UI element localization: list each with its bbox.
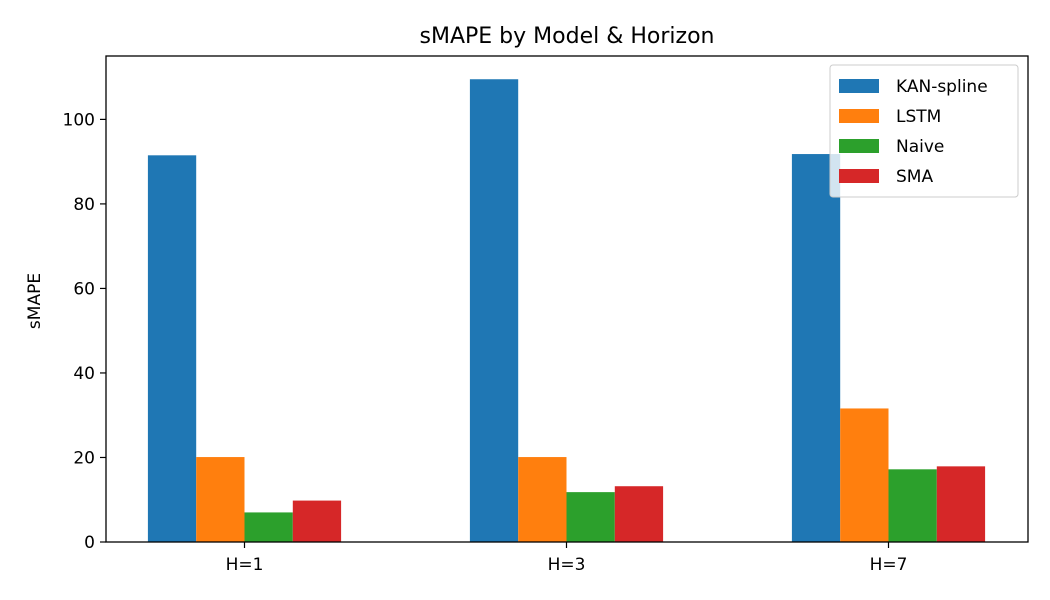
- bar-lstm-h7: [840, 408, 889, 542]
- legend: KAN-spline LSTM Naive SMA: [829, 64, 1019, 198]
- x-tick-label: H=3: [548, 555, 586, 575]
- y-tick-label: 40: [73, 364, 95, 384]
- x-axis: H=1 H=3 H=7: [226, 542, 908, 575]
- bar-lstm-h1: [196, 457, 245, 542]
- chart-title: sMAPE by Model & Horizon: [420, 24, 715, 49]
- legend-swatch: [839, 79, 879, 93]
- bar-sma-h3: [614, 486, 664, 542]
- bar-sma-h7: [936, 466, 986, 542]
- bars-layer: [147, 79, 986, 543]
- bar-lstm-h3: [518, 457, 567, 542]
- y-tick-label: 60: [73, 279, 95, 299]
- legend-label: Naive: [896, 137, 944, 157]
- bar-naive-h1: [244, 512, 293, 542]
- bar-kan-spline-h1: [147, 155, 197, 542]
- legend-label: SMA: [896, 167, 933, 187]
- legend-swatch: [839, 169, 879, 183]
- bar-kan-spline-h7: [791, 154, 841, 543]
- bar-naive-h7: [888, 469, 937, 542]
- bar-naive-h3: [566, 492, 615, 542]
- legend-label: KAN-spline: [896, 77, 988, 97]
- y-tick-label: 80: [73, 195, 95, 215]
- y-tick-label: 0: [84, 533, 95, 553]
- x-tick-label: H=1: [226, 555, 264, 575]
- legend-swatch: [839, 139, 879, 153]
- x-tick-label: H=7: [870, 555, 908, 575]
- bar-kan-spline-h3: [469, 79, 519, 543]
- legend-box: [829, 64, 1019, 198]
- legend-label: LSTM: [896, 107, 941, 127]
- y-axis-label: sMAPE: [25, 273, 45, 329]
- y-axis: 0 20 40 60 80 100: [63, 110, 106, 553]
- legend-swatch: [839, 109, 879, 123]
- y-tick-label: 100: [63, 110, 95, 130]
- bar-sma-h1: [292, 500, 342, 542]
- y-tick-label: 20: [73, 448, 95, 468]
